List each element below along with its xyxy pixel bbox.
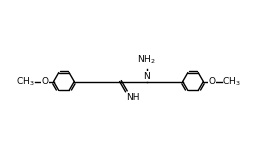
Text: O: O <box>41 77 48 86</box>
Text: CH$_3$: CH$_3$ <box>16 75 34 88</box>
Text: O: O <box>209 77 216 86</box>
Text: N: N <box>144 72 150 81</box>
Text: NH$_2$: NH$_2$ <box>138 54 156 66</box>
Text: NH: NH <box>126 93 140 102</box>
Text: CH$_3$: CH$_3$ <box>222 75 241 88</box>
